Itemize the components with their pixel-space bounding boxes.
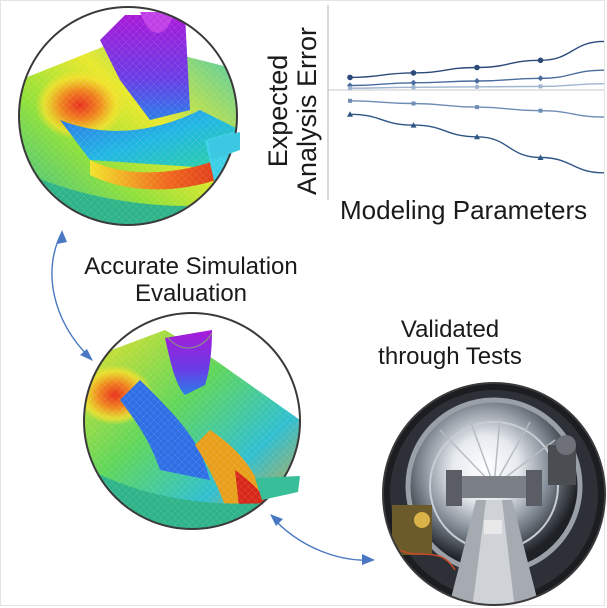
series-1-point-2 [410, 70, 417, 76]
series-4-point-1 [348, 98, 352, 103]
arrowhead-left-bottom [270, 514, 283, 526]
simulation-caption-line2: Evaluation [134, 279, 248, 307]
arrowhead-right-bottom [362, 554, 375, 565]
series-5-point-3 [474, 133, 480, 140]
simulation-caption-line1: Accurate Simulation [84, 253, 298, 280]
test-rig-photo [383, 383, 605, 605]
error-chart [327, 5, 605, 200]
arrowhead-up-left [57, 230, 67, 244]
series-3-point-3 [475, 84, 479, 89]
series-5-point-2 [410, 122, 417, 128]
series-5-point-4 [537, 154, 544, 160]
series-4-point-3 [475, 105, 479, 110]
circle-border-mid [83, 312, 301, 530]
arrowhead-down-left [80, 349, 93, 361]
series-2-point-4 [537, 75, 544, 82]
circle-border-top [18, 6, 238, 226]
double-arrow-icon [51, 231, 373, 561]
circle-border-photo [382, 382, 606, 606]
simulation-mesh-top [19, 7, 237, 225]
series-5-point-1 [347, 111, 353, 117]
series-1-point-4 [537, 57, 544, 64]
tests-caption-line2: through Tests [378, 342, 522, 370]
series-line-1 [349, 40, 605, 79]
series-4-point-2 [411, 101, 416, 106]
series-2-point-3 [474, 78, 480, 84]
simulation-caption: Accurate Simulation Evaluation [56, 253, 326, 308]
y-label-line2: Analysis Error [292, 26, 322, 196]
protruding-flange [208, 132, 240, 160]
chart-y-axis-label: Expected Analysis Error [263, 26, 323, 196]
series-1-point-1 [347, 74, 353, 81]
series-3-point-2 [411, 85, 416, 90]
series-line-5 [349, 113, 605, 174]
series-2-point-2 [410, 79, 417, 86]
series-3-point-1 [348, 86, 352, 91]
tests-caption-line1: Validated [400, 316, 500, 343]
y-label-line1: Expected [263, 54, 293, 168]
tests-caption: Validated through Tests [340, 316, 560, 371]
series-4-point-4 [538, 108, 543, 113]
series-1-point-3 [474, 64, 480, 71]
series-3-point-4 [538, 84, 543, 89]
purple-column [165, 330, 212, 395]
chart-x-axis-label: Modeling Parameters [340, 195, 588, 225]
mid-flange [255, 476, 300, 500]
